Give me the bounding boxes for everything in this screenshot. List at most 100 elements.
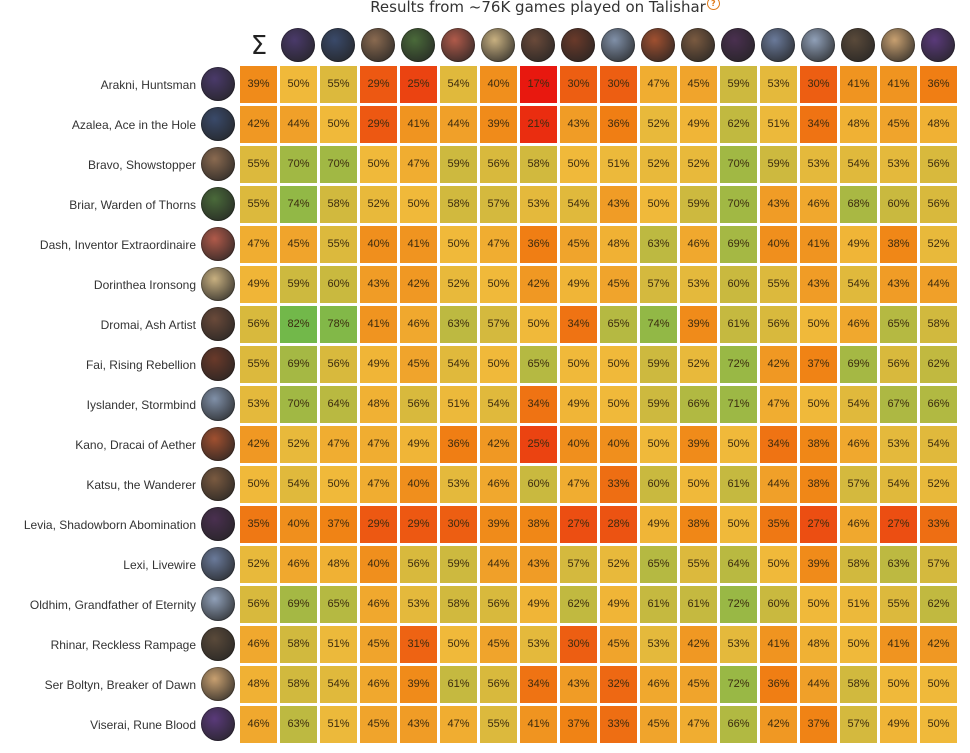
matchup-cell[interactable]: 59% xyxy=(640,346,677,383)
matchup-cell[interactable]: 37% xyxy=(800,706,837,743)
matchup-cell[interactable]: 55% xyxy=(320,66,357,103)
matchup-cell[interactable]: 34% xyxy=(800,106,837,143)
matchup-cell[interactable]: 51% xyxy=(600,146,637,183)
matchup-cell[interactable]: 41% xyxy=(520,706,557,743)
matchup-cell[interactable]: 40% xyxy=(760,226,797,263)
matchup-cell[interactable]: 30% xyxy=(440,506,477,543)
question-circle-icon[interactable]: ? xyxy=(706,0,720,10)
matchup-cell[interactable]: 50% xyxy=(640,186,677,223)
matchup-cell[interactable]: 59% xyxy=(640,386,677,423)
matchup-cell[interactable]: 64% xyxy=(320,386,357,423)
matchup-cell[interactable]: 45% xyxy=(680,666,717,703)
matchup-cell[interactable]: 61% xyxy=(720,306,757,343)
matchup-cell[interactable]: 57% xyxy=(480,306,517,343)
matchup-cell[interactable]: 33% xyxy=(600,466,637,503)
matchup-cell[interactable]: 60% xyxy=(880,186,917,223)
matchup-cell[interactable]: 39% xyxy=(480,106,517,143)
matchup-cell[interactable]: 30% xyxy=(560,626,597,663)
matchup-cell[interactable]: 69% xyxy=(720,226,757,263)
matchup-cell[interactable]: 57% xyxy=(560,546,597,583)
matchup-cell[interactable]: 50% xyxy=(360,146,397,183)
matchup-cell[interactable]: 43% xyxy=(880,266,917,303)
matchup-cell[interactable]: 65% xyxy=(320,586,357,623)
matchup-cell[interactable]: 64% xyxy=(720,546,757,583)
matchup-cell[interactable]: 42% xyxy=(680,626,717,663)
matchup-cell[interactable]: 39% xyxy=(480,506,517,543)
matchup-cell[interactable]: 74% xyxy=(640,306,677,343)
matchup-cell[interactable]: 58% xyxy=(520,146,557,183)
total-cell[interactable]: 42% xyxy=(240,426,277,463)
matchup-cell[interactable]: 63% xyxy=(880,546,917,583)
matchup-cell[interactable]: 50% xyxy=(920,666,957,703)
matchup-cell[interactable]: 41% xyxy=(880,66,917,103)
total-cell[interactable]: 55% xyxy=(240,346,277,383)
matchup-cell[interactable]: 50% xyxy=(480,266,517,303)
matchup-cell[interactable]: 50% xyxy=(800,586,837,623)
matchup-cell[interactable]: 42% xyxy=(520,266,557,303)
matchup-cell[interactable]: 42% xyxy=(480,426,517,463)
matchup-cell[interactable]: 50% xyxy=(880,666,917,703)
total-cell[interactable]: 35% xyxy=(240,506,277,543)
matchup-cell[interactable]: 55% xyxy=(680,546,717,583)
matchup-cell[interactable]: 58% xyxy=(840,666,877,703)
matchup-cell[interactable]: 52% xyxy=(920,226,957,263)
matchup-cell[interactable]: 34% xyxy=(520,666,557,703)
matchup-cell[interactable]: 57% xyxy=(840,706,877,743)
matchup-cell[interactable]: 55% xyxy=(480,706,517,743)
matchup-cell[interactable]: 38% xyxy=(800,466,837,503)
matchup-cell[interactable]: 56% xyxy=(760,306,797,343)
matchup-cell[interactable]: 53% xyxy=(880,426,917,463)
matchup-cell[interactable]: 47% xyxy=(320,426,357,463)
matchup-cell[interactable]: 40% xyxy=(400,466,437,503)
matchup-cell[interactable]: 53% xyxy=(760,66,797,103)
matchup-cell[interactable]: 53% xyxy=(720,626,757,663)
matchup-cell[interactable]: 50% xyxy=(320,106,357,143)
matchup-cell[interactable]: 50% xyxy=(320,466,357,503)
matchup-cell[interactable]: 41% xyxy=(400,106,437,143)
matchup-cell[interactable]: 56% xyxy=(480,586,517,623)
matchup-cell[interactable]: 65% xyxy=(600,306,637,343)
matchup-cell[interactable]: 45% xyxy=(880,106,917,143)
matchup-cell[interactable]: 30% xyxy=(560,66,597,103)
matchup-cell[interactable]: 48% xyxy=(360,386,397,423)
matchup-cell[interactable]: 53% xyxy=(640,626,677,663)
matchup-cell[interactable]: 37% xyxy=(560,706,597,743)
matchup-cell[interactable]: 62% xyxy=(920,586,957,623)
matchup-cell[interactable]: 47% xyxy=(440,706,477,743)
matchup-cell[interactable]: 21% xyxy=(520,106,557,143)
matchup-cell[interactable]: 38% xyxy=(800,426,837,463)
matchup-cell[interactable]: 50% xyxy=(680,466,717,503)
matchup-cell[interactable]: 37% xyxy=(320,506,357,543)
matchup-cell[interactable]: 58% xyxy=(920,306,957,343)
matchup-cell[interactable]: 50% xyxy=(480,346,517,383)
matchup-cell[interactable]: 29% xyxy=(360,506,397,543)
matchup-cell[interactable]: 49% xyxy=(640,506,677,543)
matchup-cell[interactable]: 41% xyxy=(400,226,437,263)
matchup-cell[interactable]: 51% xyxy=(320,706,357,743)
matchup-cell[interactable]: 56% xyxy=(400,546,437,583)
matchup-cell[interactable]: 52% xyxy=(680,346,717,383)
matchup-cell[interactable]: 49% xyxy=(520,586,557,623)
matchup-cell[interactable]: 54% xyxy=(840,266,877,303)
matchup-cell[interactable]: 49% xyxy=(680,106,717,143)
matchup-cell[interactable]: 49% xyxy=(880,706,917,743)
matchup-cell[interactable]: 46% xyxy=(400,306,437,343)
matchup-cell[interactable]: 54% xyxy=(480,386,517,423)
matchup-cell[interactable]: 62% xyxy=(720,106,757,143)
matchup-cell[interactable]: 50% xyxy=(760,546,797,583)
matchup-cell[interactable]: 41% xyxy=(840,66,877,103)
matchup-cell[interactable]: 74% xyxy=(280,186,317,223)
matchup-cell[interactable]: 66% xyxy=(680,386,717,423)
matchup-cell[interactable]: 46% xyxy=(480,466,517,503)
matchup-cell[interactable]: 70% xyxy=(320,146,357,183)
matchup-cell[interactable]: 46% xyxy=(800,186,837,223)
matchup-cell[interactable]: 40% xyxy=(360,226,397,263)
matchup-cell[interactable]: 50% xyxy=(800,386,837,423)
matchup-cell[interactable]: 56% xyxy=(920,146,957,183)
matchup-cell[interactable]: 43% xyxy=(600,186,637,223)
matchup-cell[interactable]: 51% xyxy=(320,626,357,663)
matchup-cell[interactable]: 63% xyxy=(640,226,677,263)
matchup-cell[interactable]: 47% xyxy=(400,146,437,183)
matchup-cell[interactable]: 29% xyxy=(400,506,437,543)
matchup-cell[interactable]: 46% xyxy=(280,546,317,583)
